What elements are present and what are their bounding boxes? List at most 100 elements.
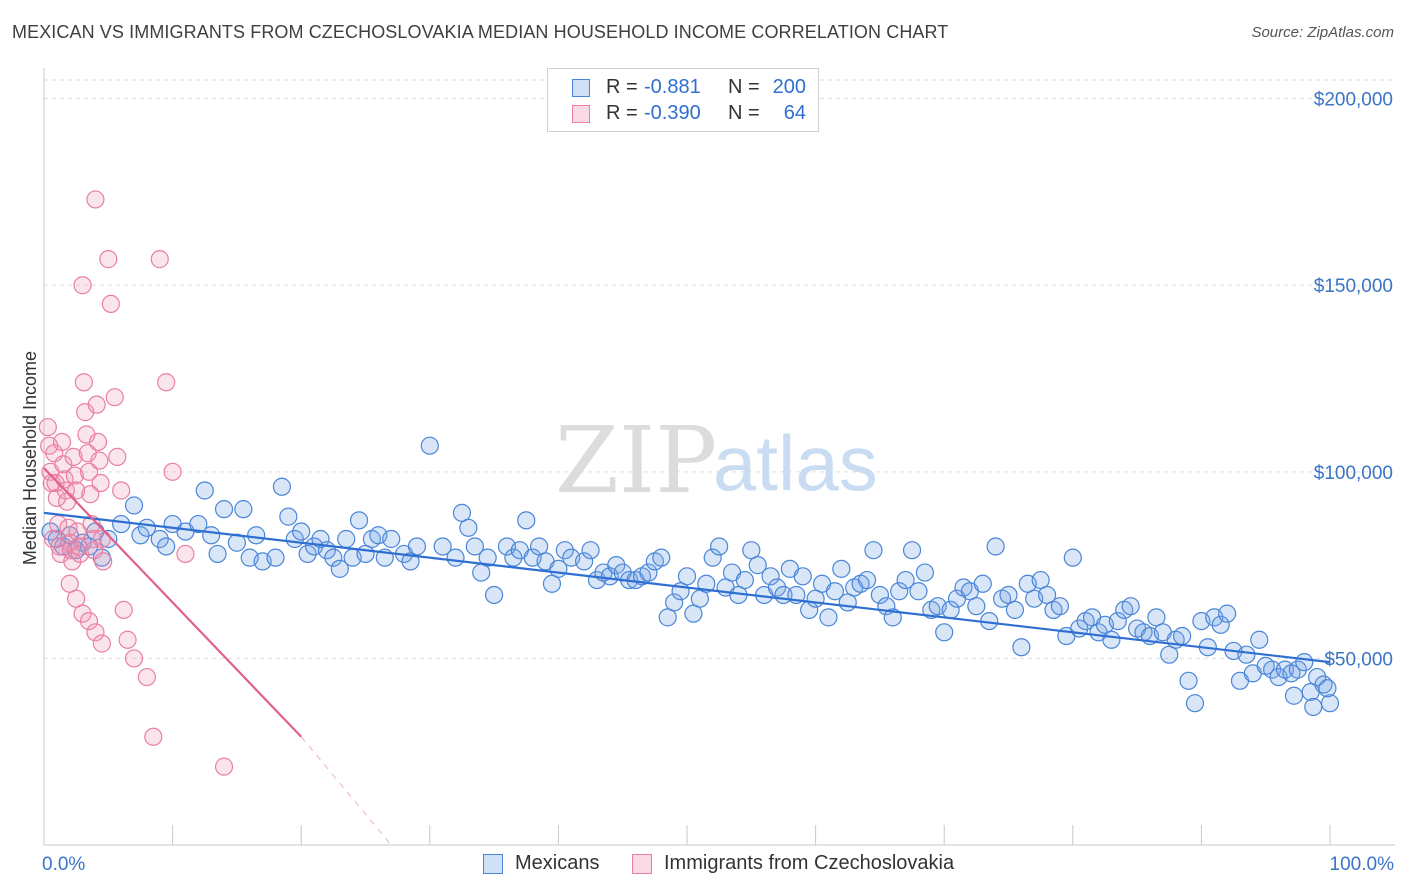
point-mexicans xyxy=(195,481,214,500)
point-mexicans xyxy=(330,559,349,578)
point-czechoslovakia xyxy=(90,451,109,470)
points-layer xyxy=(38,190,1340,776)
point-czechoslovakia xyxy=(114,600,133,620)
point-mexicans xyxy=(857,570,877,590)
point-mexicans xyxy=(575,552,594,571)
point-mexicans xyxy=(202,526,221,545)
legend-r-label: R = xyxy=(606,102,638,124)
point-mexicans xyxy=(433,537,452,556)
point-czechoslovakia xyxy=(50,537,69,556)
point-mexicans xyxy=(41,522,60,541)
point-czechoslovakia xyxy=(163,462,182,481)
point-mexicans xyxy=(1308,667,1327,687)
point-mexicans xyxy=(555,541,574,560)
point-czechoslovakia xyxy=(214,757,234,776)
point-mexicans xyxy=(478,548,497,567)
point-mexicans xyxy=(234,500,253,519)
point-mexicans xyxy=(131,526,150,545)
point-czechoslovakia xyxy=(38,417,57,437)
watermark-atlas: atlas xyxy=(713,419,878,507)
point-mexicans xyxy=(697,574,716,593)
point-mexicans xyxy=(902,541,922,560)
legend-swatch-blue xyxy=(572,79,590,97)
point-mexicans xyxy=(292,522,311,541)
point-mexicans xyxy=(1318,679,1337,698)
source-note: Source: ZipAtlas.com xyxy=(1251,24,1394,41)
point-mexicans xyxy=(266,548,285,567)
point-czechoslovakia xyxy=(118,630,137,649)
point-mexicans xyxy=(99,529,118,549)
point-mexicans xyxy=(1218,604,1237,623)
point-mexicans xyxy=(324,548,343,567)
point-mexicans xyxy=(337,529,356,549)
trendline-czechoslovakia-extension xyxy=(300,736,392,846)
point-mexicans xyxy=(819,608,838,627)
point-mexicans xyxy=(973,574,992,593)
point-mexicans xyxy=(915,563,935,582)
point-mexicans xyxy=(214,500,234,519)
point-mexicans xyxy=(793,567,812,586)
point-mexicans xyxy=(832,559,851,578)
y-tick-label: $150,000 xyxy=(1314,276,1393,297)
point-czechoslovakia xyxy=(101,294,120,314)
legend-n-value: 200 xyxy=(772,76,806,98)
point-czechoslovakia xyxy=(112,481,131,500)
point-mexicans xyxy=(150,529,169,549)
series-label-czechoslovakia: Immigrants from Czechoslovakia xyxy=(664,852,955,874)
y-tick-label: $200,000 xyxy=(1314,90,1393,111)
point-mexicans xyxy=(1005,600,1025,620)
legend-n-label: N = xyxy=(728,76,760,98)
series-swatch-blue xyxy=(483,854,503,874)
trend-layer xyxy=(43,467,1331,846)
point-mexicans xyxy=(420,436,439,455)
point-czechoslovakia xyxy=(91,473,110,493)
point-mexicans xyxy=(157,537,176,556)
axes-layer: $50,000 $100,000 $150,000 $200,000 0.0% 100.0… xyxy=(42,68,1395,875)
point-mexicans xyxy=(1237,645,1256,664)
point-czechoslovakia xyxy=(108,447,127,467)
point-mexicans xyxy=(703,548,722,567)
point-mexicans xyxy=(870,585,890,605)
point-mexicans xyxy=(652,548,671,567)
point-mexicans xyxy=(986,537,1005,556)
point-mexicans xyxy=(1121,597,1140,616)
point-czechoslovakia xyxy=(54,455,73,474)
point-czechoslovakia xyxy=(52,432,72,452)
legend-r-value: -0.390 xyxy=(644,102,701,124)
point-mexicans xyxy=(1288,660,1307,679)
grid-layer xyxy=(44,79,1395,659)
point-mexicans xyxy=(189,514,208,534)
point-mexicans xyxy=(935,623,954,642)
point-mexicans xyxy=(1263,660,1282,679)
point-mexicans xyxy=(446,548,465,567)
point-mexicans xyxy=(485,585,504,605)
point-mexicans xyxy=(1304,697,1323,717)
point-czechoslovakia xyxy=(86,190,105,209)
point-mexicans xyxy=(864,541,883,560)
point-mexicans xyxy=(607,556,626,575)
point-czechoslovakia xyxy=(157,373,176,392)
point-mexicans xyxy=(748,556,767,575)
point-czechoslovakia xyxy=(144,727,163,746)
point-mexicans xyxy=(665,593,684,612)
point-czechoslovakia xyxy=(88,432,108,452)
point-czechoslovakia xyxy=(105,388,124,407)
point-mexicans xyxy=(1012,638,1031,657)
point-mexicans xyxy=(311,529,330,549)
point-mexicans xyxy=(1108,611,1127,631)
point-czechoslovakia xyxy=(65,466,84,485)
point-mexicans xyxy=(112,514,131,534)
point-mexicans xyxy=(677,567,697,586)
point-mexicans xyxy=(883,608,902,627)
point-mexicans xyxy=(967,597,986,616)
point-mexicans xyxy=(407,537,427,556)
point-czechoslovakia xyxy=(68,522,87,541)
legend-n-label: N = xyxy=(728,102,760,124)
point-mexicans xyxy=(767,578,787,597)
point-czechoslovakia xyxy=(46,473,65,493)
point-mexicans xyxy=(465,537,484,556)
point-mexicans xyxy=(272,477,292,496)
chart-title: MEXICAN VS IMMIGRANTS FROM CZECHOSLOVAKI… xyxy=(12,22,949,42)
point-mexicans xyxy=(504,548,523,567)
